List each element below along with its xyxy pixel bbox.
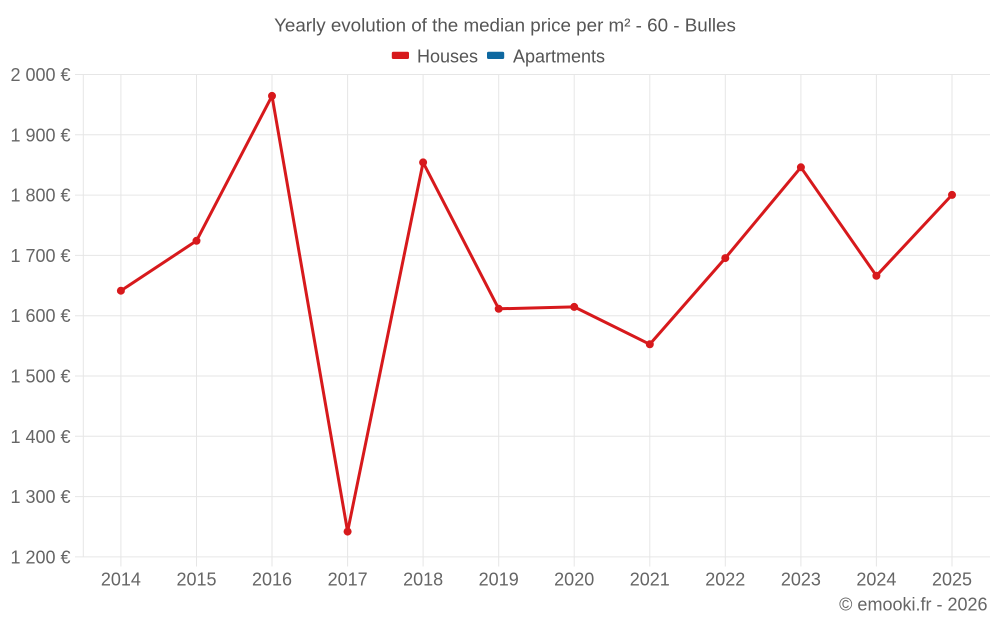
svg-text:2018: 2018 xyxy=(403,570,443,590)
svg-text:2 000 €: 2 000 € xyxy=(10,65,70,85)
svg-text:1 600 €: 1 600 € xyxy=(10,306,70,326)
svg-text:2022: 2022 xyxy=(705,570,745,590)
svg-text:2025: 2025 xyxy=(932,570,972,590)
svg-text:2023: 2023 xyxy=(781,570,821,590)
svg-text:2016: 2016 xyxy=(252,570,292,590)
svg-text:1 400 €: 1 400 € xyxy=(10,427,70,447)
svg-text:Apartments: Apartments xyxy=(513,46,605,66)
svg-text:2019: 2019 xyxy=(479,570,519,590)
svg-text:Houses: Houses xyxy=(417,46,478,66)
svg-text:1 500 €: 1 500 € xyxy=(10,367,70,387)
svg-text:1 700 €: 1 700 € xyxy=(10,246,70,266)
svg-text:2017: 2017 xyxy=(328,570,368,590)
svg-text:1 300 €: 1 300 € xyxy=(10,487,70,507)
svg-text:1 900 €: 1 900 € xyxy=(10,125,70,145)
svg-text:1 800 €: 1 800 € xyxy=(10,186,70,206)
svg-text:2015: 2015 xyxy=(176,570,216,590)
svg-text:Yearly evolution of the median: Yearly evolution of the median price per… xyxy=(274,15,736,36)
svg-text:2014: 2014 xyxy=(101,570,141,590)
svg-text:1 200 €: 1 200 € xyxy=(10,547,70,567)
svg-text:2020: 2020 xyxy=(554,570,594,590)
svg-text:© emooki.fr - 2026: © emooki.fr - 2026 xyxy=(839,595,987,615)
svg-text:2021: 2021 xyxy=(630,570,670,590)
svg-text:2024: 2024 xyxy=(856,570,896,590)
